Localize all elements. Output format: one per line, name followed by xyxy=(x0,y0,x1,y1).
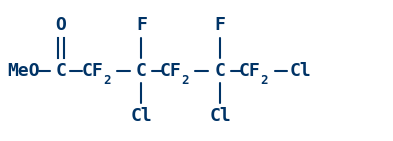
Text: CF: CF xyxy=(81,61,103,80)
Text: F: F xyxy=(136,16,147,34)
Text: 2: 2 xyxy=(260,74,268,87)
Text: Cl: Cl xyxy=(209,107,231,125)
Text: F: F xyxy=(215,16,226,34)
Text: Cl: Cl xyxy=(290,61,312,80)
Text: CF: CF xyxy=(160,61,182,80)
Text: CF: CF xyxy=(239,61,261,80)
Text: Cl: Cl xyxy=(130,107,152,125)
Text: C: C xyxy=(136,61,147,80)
Text: C: C xyxy=(55,61,66,80)
Text: C: C xyxy=(215,61,226,80)
Text: 2: 2 xyxy=(182,74,189,87)
Text: 2: 2 xyxy=(103,74,111,87)
Text: MeO: MeO xyxy=(7,61,40,80)
Text: O: O xyxy=(55,16,66,34)
